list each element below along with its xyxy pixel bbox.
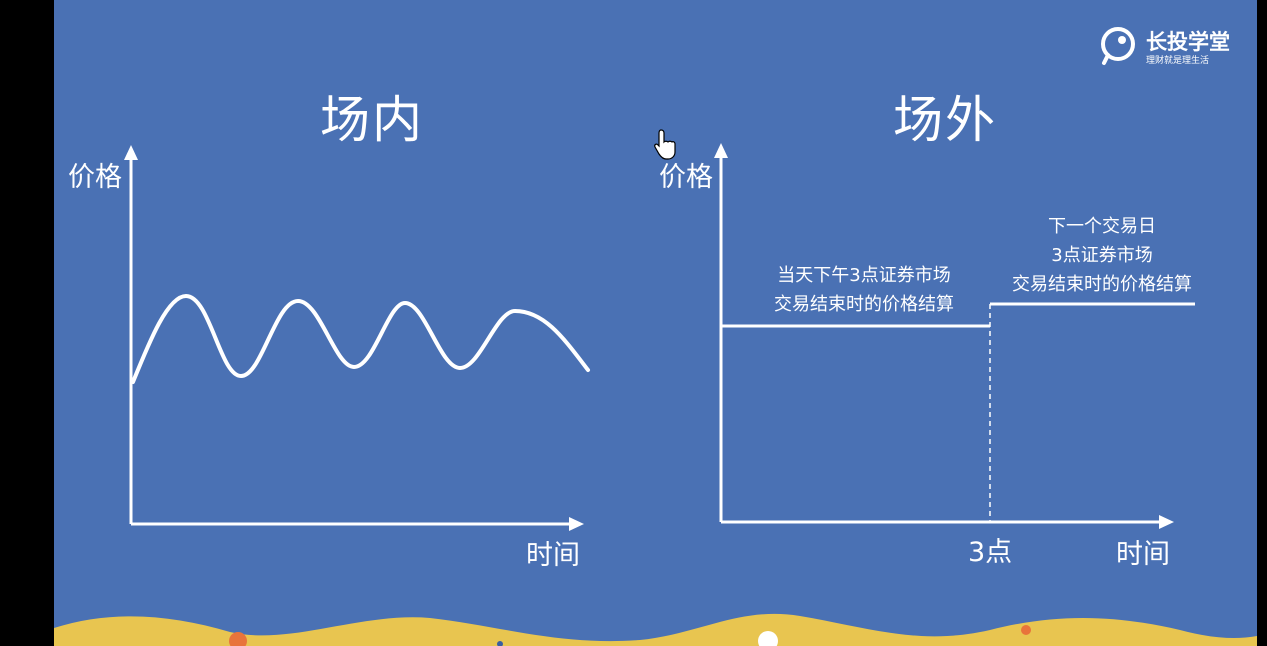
right-y-axis-label: 价格	[659, 155, 713, 194]
left-x-arrow	[569, 517, 584, 531]
brand-slogan: 理财就是理生活	[1146, 53, 1209, 66]
left-y-axis-label: 价格	[68, 155, 122, 194]
decorative-dot-small-orange	[1021, 625, 1031, 635]
annotation-today-line: 交易结束时的价格结算	[746, 290, 982, 319]
annotation-today-line: 当天下午3点证券市场	[746, 261, 982, 290]
left-price-wave	[133, 296, 588, 382]
brand-name: 长投学堂	[1146, 26, 1230, 56]
brand-logo-icon	[1103, 29, 1133, 63]
right-y-arrow	[714, 143, 728, 158]
right-axes	[714, 143, 1174, 529]
annotation-today: 当天下午3点证券市场 交易结束时的价格结算	[746, 261, 982, 319]
right-x-arrow	[1159, 515, 1174, 529]
annotation-next-day-line: 交易结束时的价格结算	[988, 270, 1216, 299]
left-title: 场内	[320, 80, 424, 152]
left-x-axis-label: 时间	[526, 533, 580, 572]
left-y-arrow	[124, 145, 138, 160]
marker-3pm-label: 3点	[968, 530, 1012, 569]
annotation-next-day: 下一个交易日 3点证券市场 交易结束时的价格结算	[988, 212, 1216, 299]
left-axes	[124, 145, 584, 531]
annotation-next-day-line: 3点证券市场	[988, 241, 1216, 270]
right-title: 场外	[893, 80, 997, 152]
right-x-axis-label: 时间	[1116, 532, 1170, 571]
annotation-next-day-line: 下一个交易日	[988, 212, 1216, 241]
